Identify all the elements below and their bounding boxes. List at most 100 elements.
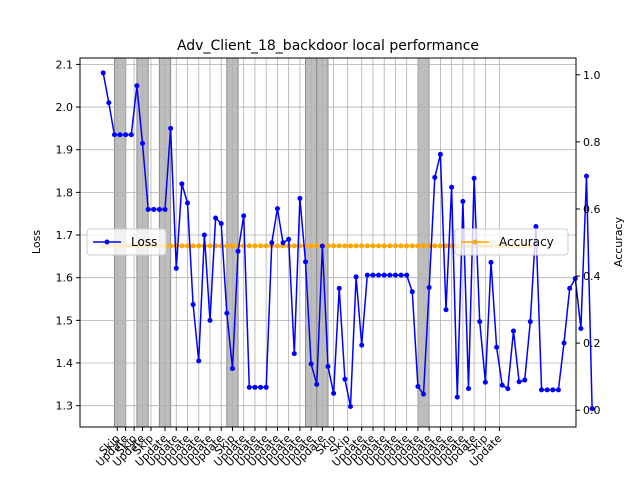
loss-point — [409, 289, 415, 295]
loss-point — [364, 272, 370, 278]
loss-point — [342, 376, 348, 382]
loss-point — [392, 272, 398, 278]
loss-point — [460, 198, 466, 204]
loss-point — [443, 307, 449, 313]
loss-point — [432, 174, 438, 180]
left-tick-label: 1.4 — [56, 357, 74, 370]
accuracy-point — [415, 243, 421, 249]
accuracy-point — [409, 243, 415, 249]
right-tick-label: 0.0 — [583, 404, 601, 417]
loss-point — [235, 248, 241, 254]
left-axis-label: Loss — [30, 230, 43, 254]
loss-point — [516, 379, 522, 385]
accuracy-point — [314, 243, 320, 249]
loss-point — [437, 151, 443, 157]
accuracy-point — [392, 243, 398, 249]
accuracy-point — [432, 243, 438, 249]
loss-point — [100, 70, 106, 76]
loss-point — [314, 381, 320, 387]
accuracy-point — [179, 243, 185, 249]
loss-point — [555, 387, 561, 393]
loss-point — [145, 206, 151, 212]
loss-point — [347, 404, 353, 410]
left-tick-label: 2.1 — [56, 58, 74, 71]
loss-point — [550, 387, 556, 393]
loss-point — [111, 132, 117, 138]
loss-point — [494, 344, 500, 350]
loss-point — [224, 310, 230, 316]
loss-point — [533, 224, 539, 230]
loss-point — [213, 215, 219, 221]
loss-point — [274, 206, 280, 212]
accuracy-point — [258, 243, 264, 249]
loss-point — [522, 377, 528, 383]
accuracy-point — [308, 243, 314, 249]
left-tick-label: 1.9 — [56, 144, 74, 157]
accuracy-point — [387, 243, 393, 249]
accuracy-point — [185, 243, 190, 249]
accuracy-point — [224, 243, 230, 249]
loss-point — [303, 259, 309, 265]
loss-point — [578, 325, 584, 331]
legend-loss-box — [86, 228, 167, 256]
loss-point — [229, 366, 235, 372]
accuracy-point — [364, 243, 370, 249]
loss-point — [134, 83, 140, 89]
loss-point — [421, 391, 427, 397]
loss-point — [185, 200, 190, 206]
loss-point — [539, 387, 545, 393]
legend-accuracy-marker — [472, 239, 478, 245]
left-tick-label: 2.0 — [56, 101, 74, 114]
loss-point — [123, 132, 129, 138]
left-tick-label: 1.5 — [56, 314, 74, 327]
loss-point — [156, 206, 162, 212]
loss-point — [370, 272, 376, 278]
right-tick-label: 1.0 — [583, 69, 601, 82]
loss-point — [584, 173, 590, 179]
loss-point — [269, 240, 275, 246]
left-tick-label: 1.3 — [56, 400, 74, 413]
accuracy-point — [196, 243, 202, 249]
loss-point — [567, 285, 573, 291]
loss-point — [544, 387, 550, 393]
left-tick-label: 1.6 — [56, 272, 74, 285]
loss-line — [102, 72, 593, 409]
loss-point — [258, 384, 264, 390]
loss-point — [426, 285, 432, 291]
loss-point — [561, 340, 567, 346]
legend-loss: Loss — [86, 228, 167, 256]
loss-point — [387, 272, 393, 278]
loss-point — [246, 384, 252, 390]
accuracy-point — [437, 243, 443, 249]
loss-point — [589, 406, 595, 412]
accuracy-point — [246, 243, 252, 249]
loss-point — [572, 276, 578, 282]
accuracy-point — [353, 243, 359, 249]
loss-point — [325, 363, 331, 369]
loss-point — [404, 272, 410, 278]
right-axis: 0.0 0.2 0.4 0.6 0.8 1.0 — [576, 69, 601, 417]
loss-point — [477, 319, 483, 325]
loss-point — [151, 206, 157, 212]
right-axis-label: Accuracy — [612, 216, 625, 267]
legend-accuracy: Accuracy — [454, 228, 569, 256]
loss-point — [297, 195, 303, 201]
loss-point — [263, 384, 269, 390]
loss-point — [505, 386, 511, 392]
right-tick-label: 0.8 — [583, 136, 601, 149]
loss-point — [207, 317, 213, 323]
loss-point — [140, 140, 146, 146]
accuracy-point — [421, 243, 427, 249]
loss-point — [241, 213, 247, 219]
loss-point — [415, 383, 421, 389]
chart-title: Adv_Client_18_backdoor local performance — [177, 38, 479, 54]
accuracy-point — [359, 243, 365, 249]
loss-point — [106, 100, 112, 106]
legend-accuracy-label: Accuracy — [499, 235, 554, 249]
accuracy-point — [376, 243, 382, 249]
loss-point — [280, 240, 286, 246]
loss-point — [286, 236, 292, 242]
left-axis: 1.3 1.4 1.5 1.6 1.7 1.8 1.9 2.0 2.1 — [56, 58, 80, 413]
accuracy-point — [370, 243, 376, 249]
